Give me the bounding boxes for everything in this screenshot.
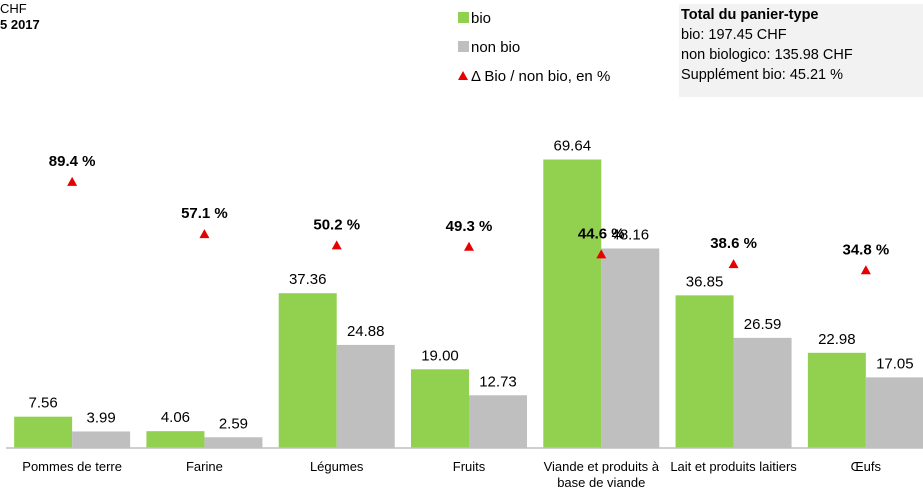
bar [675,295,734,448]
bar [278,293,337,448]
summary-line: bio: 197.45 CHF [681,27,787,43]
triangle-marker [199,229,210,239]
data-label: 3.99 [87,409,116,426]
data-label: 50.2 % [313,216,360,233]
summary-title: Total du panier-type [681,7,819,23]
bar [411,369,469,448]
bar [336,344,395,448]
data-label: 7.56 [29,395,58,412]
triangle-marker [860,265,871,275]
data-label: 12.73 [479,373,517,390]
summary-line: Supplément bio: 45.21 % [681,67,844,83]
bar [469,395,527,448]
legend-label: non bio [471,39,520,56]
data-label: 37.36 [289,271,327,288]
summary-line: non biologico: 135.98 CHF [681,47,853,63]
data-label: 44.6 % [578,225,625,242]
x-tick-label: Œufs [850,459,882,474]
x-tick-label: Farine [185,459,223,474]
data-label: 69.64 [554,137,592,154]
data-label: 24.88 [347,323,385,340]
bar [865,377,923,448]
data-label: 19.00 [421,347,459,364]
bar [72,431,131,448]
data-label: 4.06 [161,409,190,426]
x-tick-label: Légumes [309,459,364,474]
bar [146,431,205,448]
data-label: 57.1 % [181,205,228,222]
data-label: 22.98 [818,331,856,348]
legend-label: Δ Bio / non bio, en % [471,68,610,85]
triangle-marker [67,176,78,186]
x-tick-label: Viande et produits à base de viande [543,459,659,490]
triangle-marker [728,259,739,269]
data-label: 38.6 % [710,235,757,252]
data-label: 48.16 [612,226,650,243]
title-fragment: 5 2017 [0,17,40,32]
data-label: 49.3 % [446,218,493,235]
legend-marker [458,71,468,80]
legend-label: bio [471,10,491,27]
x-tick-label: Lait et produits laitiers [670,459,797,474]
x-tick-label: Pommes de terre [22,459,122,474]
bar [543,159,602,448]
triangle-marker [596,249,607,259]
title-fragment: CHF [0,1,27,16]
data-label: 17.05 [876,355,914,372]
triangle-marker [464,241,474,251]
x-tick-label: Fruits [452,459,486,474]
data-label: 36.85 [686,273,724,290]
bar [601,248,660,448]
legend-swatch [458,12,469,23]
bar [14,416,73,448]
legend-swatch [458,41,469,52]
data-label: 26.59 [744,316,782,333]
bar [807,352,866,448]
bar [204,437,263,448]
data-label: 89.4 % [49,153,96,170]
triangle-marker [331,240,342,250]
data-label: 2.59 [219,415,248,432]
summary-box: Total du panier-type bio: 197.45 CHF non… [679,4,923,97]
data-label: 34.8 % [843,241,890,258]
bar [733,337,792,448]
